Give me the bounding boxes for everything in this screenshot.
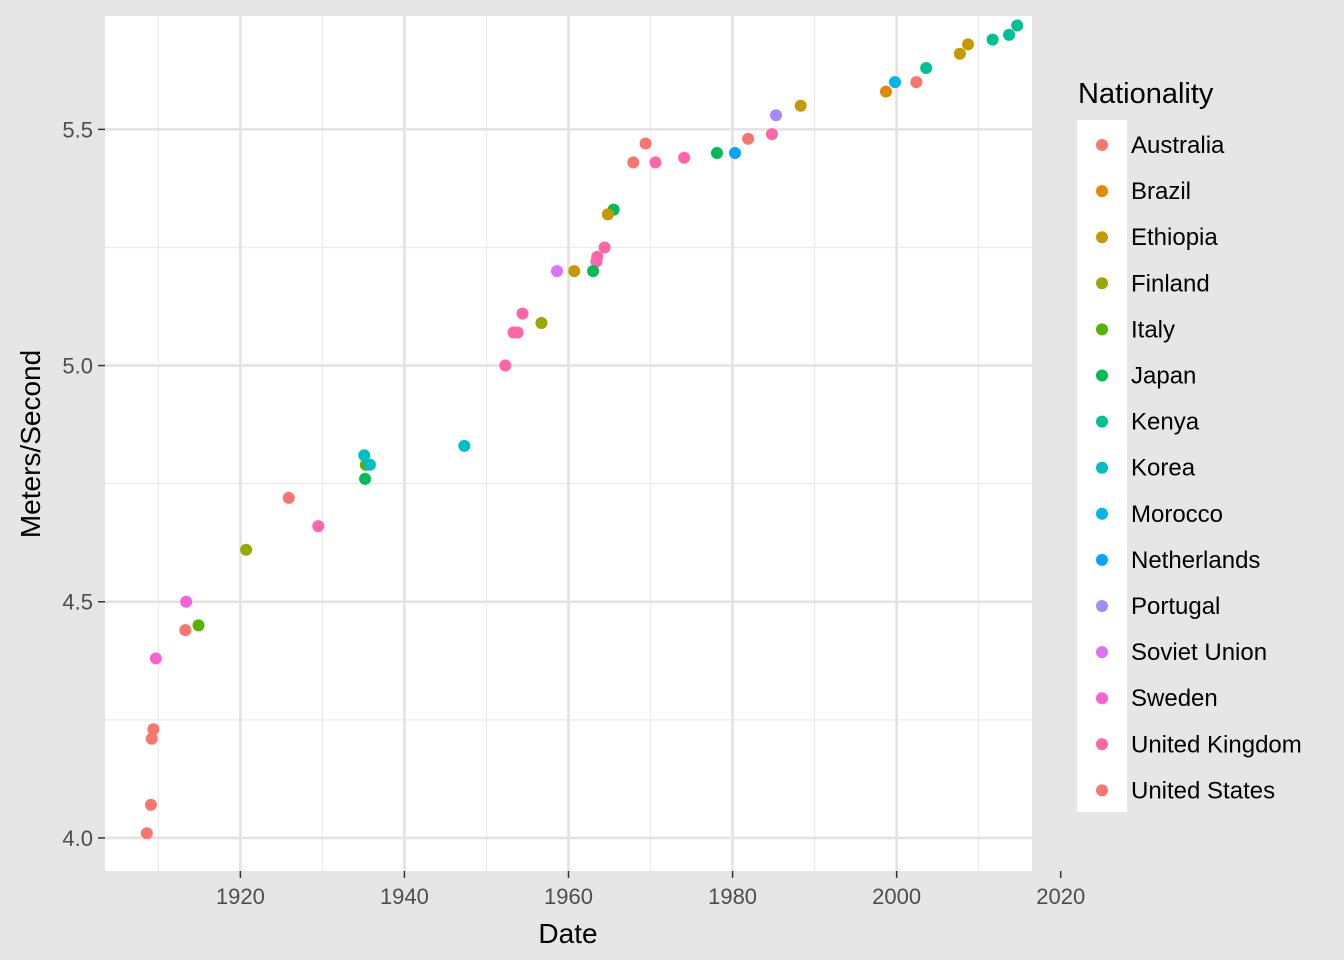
legend-label: Japan [1131,363,1196,390]
legend-label: Portugal [1131,593,1220,620]
legend-key [1096,415,1108,428]
legend-label: Soviet Union [1131,639,1267,666]
data-point [770,109,783,122]
legend-label: Ethiopia [1131,224,1218,251]
data-point [240,543,253,556]
legend-title: Nationality [1078,78,1214,110]
data-point [551,265,564,278]
data-point [889,76,902,89]
data-point [591,250,604,263]
legend-key [1096,231,1108,244]
data-point [1011,19,1024,32]
data-point [627,156,640,169]
data-point [192,619,205,632]
data-point [359,472,372,485]
legend-label: Kenya [1131,409,1200,436]
x-tick-label: 1940 [380,884,429,909]
data-point [144,798,157,811]
data-point [312,520,325,533]
y-tick-label: 5.0 [62,354,93,379]
x-tick-label: 1920 [216,884,265,909]
data-point [601,208,614,221]
legend-key [1096,646,1108,659]
legend-key [1096,369,1108,382]
data-point [587,265,600,278]
data-point [516,307,529,320]
y-axis-title: Meters/Second [15,350,46,538]
y-tick-label: 4.0 [62,826,93,851]
x-tick-label: 2000 [872,884,921,909]
data-point [910,76,923,89]
data-points [140,19,1024,840]
data-point [742,132,755,145]
legend-label: Morocco [1131,501,1223,528]
data-point [180,595,193,608]
legend-label: Brazil [1131,178,1191,205]
legend: Nationality Australia Brazil Ethiopia Finla… [1077,78,1302,812]
data-point [794,99,807,112]
data-point [678,151,691,164]
data-point [962,38,975,51]
legend-key [1096,553,1108,566]
legend-key [1096,185,1108,198]
data-point [499,359,512,372]
data-point [710,146,723,159]
data-point [598,241,611,254]
data-point [879,85,892,98]
x-tick-label: 2020 [1036,884,1085,909]
data-point [145,732,158,745]
axis-ticks [98,128,1062,878]
data-point [363,458,376,471]
axis-tick-labels: 1920 1940 1960 1980 2000 2020 4.0 4.5 5.0 5.5 [62,117,1085,909]
legend-label: Sweden [1131,685,1218,712]
legend-key [1096,692,1108,705]
legend-label: United States [1131,777,1275,804]
data-point [140,827,153,840]
legend-label: Korea [1131,455,1196,482]
legend-label: Australia [1131,132,1225,159]
legend-label: Netherlands [1131,547,1260,574]
legend-key [1096,738,1108,751]
data-point [179,624,192,637]
x-tick-label: 1960 [544,884,593,909]
x-axis-title: Date [538,918,597,949]
grid-lines [105,16,1032,871]
legend-key [1096,507,1108,520]
data-point [358,449,371,462]
data-point [729,146,742,159]
data-point [986,33,999,46]
legend-label: Italy [1131,316,1175,343]
data-point [149,652,162,665]
data-point [953,47,966,60]
data-point [639,137,652,150]
data-point [920,61,933,74]
x-tick-label: 1980 [708,884,757,909]
legend-key [1096,600,1108,612]
legend-key [1096,277,1108,290]
data-point [535,317,548,330]
legend-key [1096,461,1108,474]
legend-key [1096,323,1108,336]
y-tick-label: 4.5 [62,590,93,615]
data-point [568,265,581,278]
y-tick-label: 5.5 [62,117,93,142]
data-point [511,326,524,339]
data-point [282,491,295,504]
data-point [765,128,778,141]
data-point [147,723,160,736]
data-point [649,156,662,169]
data-point [458,439,471,452]
data-point [1003,28,1016,41]
legend-label: United Kingdom [1131,731,1302,758]
legend-key [1096,784,1108,797]
legend-key [1096,139,1108,151]
legend-label: Finland [1131,270,1210,297]
